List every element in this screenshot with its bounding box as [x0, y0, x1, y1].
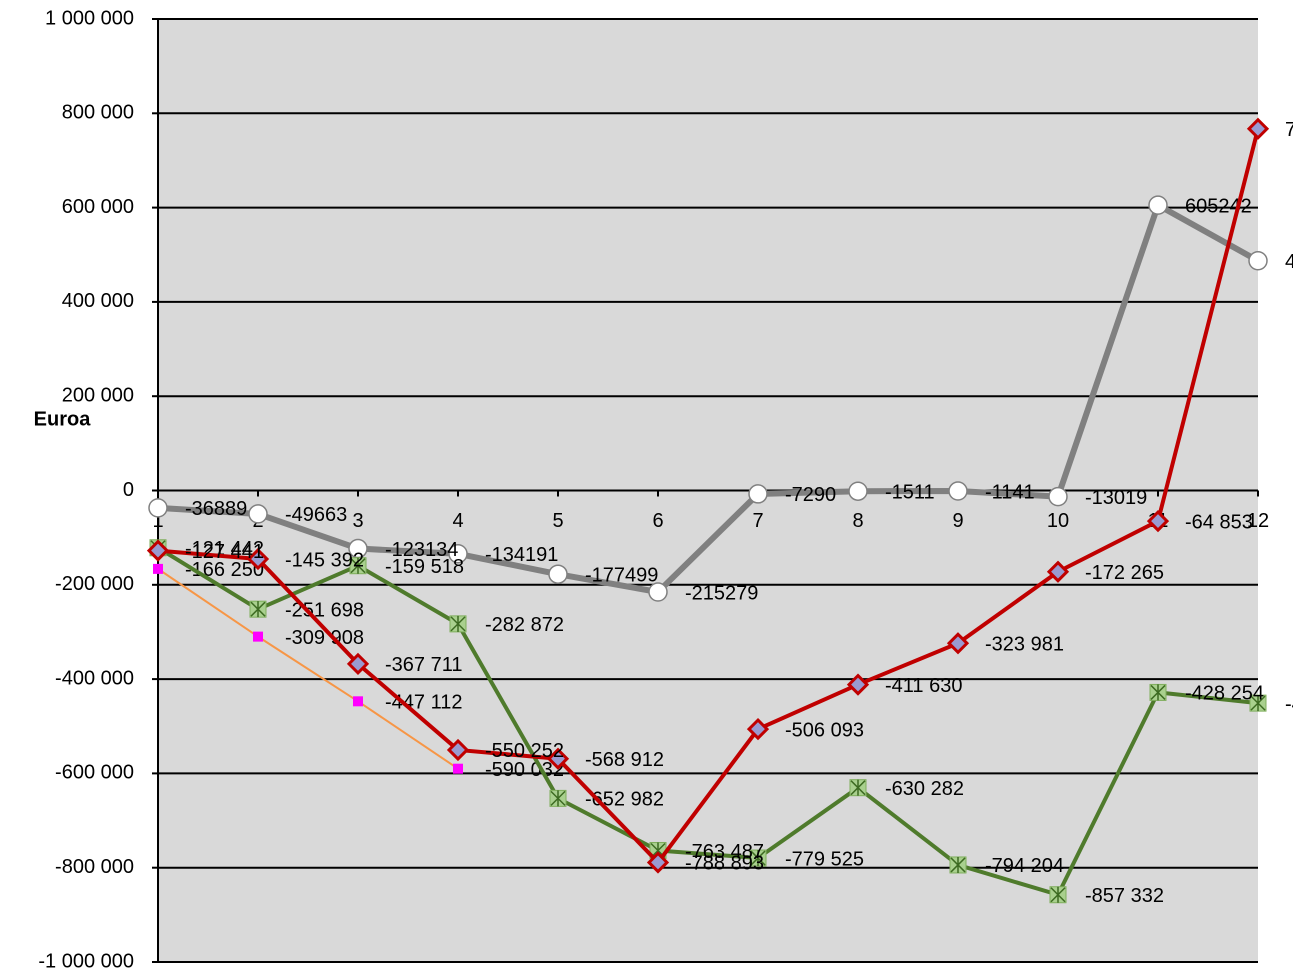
data-label: 767 159	[1285, 119, 1293, 141]
marker	[1246, 117, 1270, 140]
marker	[746, 718, 770, 741]
marker-star	[550, 790, 566, 807]
data-label: -215279	[685, 582, 758, 604]
y-tick-label: 0	[123, 479, 134, 501]
marker	[1248, 250, 1268, 271]
data-label: -177499	[585, 564, 658, 586]
x-tick-label: 12	[1247, 510, 1269, 532]
x-tick-label: 6	[652, 510, 663, 532]
x-tick-label: 3	[352, 510, 363, 532]
data-label: -172 265	[1085, 562, 1164, 584]
marker	[946, 632, 970, 655]
marker	[253, 631, 263, 642]
data-label: -630 282	[885, 778, 964, 800]
data-label: -36889	[185, 498, 247, 520]
data-label: -7290	[785, 484, 836, 506]
marker	[446, 738, 470, 762]
marker	[1046, 560, 1070, 583]
marker-star	[750, 850, 766, 867]
y-tick-label: 800 000	[62, 102, 134, 124]
marker	[248, 504, 268, 524]
data-label: -367 711	[385, 654, 462, 676]
marker	[1148, 195, 1168, 215]
data-label: -411 630	[885, 675, 962, 697]
marker	[846, 673, 870, 696]
marker	[448, 544, 468, 564]
y-tick-label: 600 000	[62, 196, 134, 218]
marker	[548, 564, 568, 584]
y-tick-label: 1 000 000	[45, 7, 134, 29]
marker	[546, 747, 570, 770]
y-tick-label: -400 000	[55, 667, 134, 689]
series-line	[156, 546, 1259, 897]
series-line	[157, 128, 1260, 865]
y-tick-label: -200 000	[55, 573, 134, 595]
data-label: -763 487	[685, 841, 764, 863]
data-label: -309 908	[285, 627, 364, 649]
data-label: -49663	[285, 504, 347, 526]
marker-star	[850, 779, 866, 796]
marker-star	[450, 615, 466, 632]
data-label: -428 254	[1185, 683, 1264, 705]
x-tick-label: 7	[752, 510, 763, 532]
data-label: 487296	[1285, 251, 1293, 273]
data-label: -857 332	[1085, 885, 1164, 907]
data-label: -450 976	[1285, 693, 1293, 715]
data-label: -447 112	[385, 692, 462, 714]
marker	[148, 498, 168, 518]
y-tick-label: 200 000	[62, 384, 134, 406]
marker-star	[950, 856, 966, 873]
data-label: -159 518	[385, 556, 464, 578]
x-tick-label: 4	[452, 510, 463, 532]
marker	[346, 652, 370, 675]
marker	[246, 547, 270, 571]
data-label: -506 093	[785, 719, 864, 741]
y-tick-label: -800 000	[55, 856, 134, 878]
y-tick-label: -1 000 000	[38, 950, 134, 972]
data-label: -323 981	[985, 634, 1064, 656]
marker	[948, 481, 968, 501]
marker	[153, 563, 163, 574]
marker-star	[250, 601, 266, 618]
data-label: -1141	[985, 481, 1035, 503]
data-label: -282 872	[485, 614, 564, 636]
marker	[748, 484, 768, 504]
marker	[353, 696, 363, 707]
marker-star	[1150, 684, 1166, 701]
x-tick-label: 5	[552, 510, 563, 532]
data-label: -64 853	[1185, 511, 1253, 533]
data-label: -788 893	[685, 853, 764, 875]
data-label: -779 525	[785, 848, 864, 870]
marker-star	[1050, 886, 1066, 903]
data-label: -13019	[1085, 487, 1147, 509]
axis-label: Euroa	[34, 408, 92, 430]
data-label: -134191	[485, 544, 558, 566]
y-tick-label: 400 000	[62, 290, 134, 312]
marker-star	[1250, 695, 1266, 712]
x-tick-label: 8	[852, 510, 863, 532]
data-label: -145 392	[285, 549, 364, 571]
data-label: -794 204	[985, 855, 1064, 877]
data-label: -123134	[385, 539, 458, 561]
marker	[453, 763, 463, 774]
marker	[648, 582, 668, 602]
data-label: -127 441	[185, 541, 264, 563]
x-tick-label: 10	[1047, 510, 1069, 532]
series-line	[157, 202, 1260, 596]
y-tick-label: -600 000	[55, 762, 134, 784]
series-line	[157, 568, 459, 770]
marker	[848, 481, 868, 501]
marker	[646, 851, 670, 874]
x-tick-label: 9	[952, 510, 963, 532]
data-label: -251 698	[285, 599, 364, 621]
data-label: -550 252	[485, 740, 564, 762]
marker-star	[350, 557, 366, 574]
data-label: -568 912	[585, 749, 664, 771]
x-tick-label: 1	[152, 510, 163, 532]
marker	[1146, 509, 1170, 533]
marker	[146, 539, 170, 562]
marker	[1048, 486, 1068, 507]
data-label: -1511	[885, 481, 935, 503]
